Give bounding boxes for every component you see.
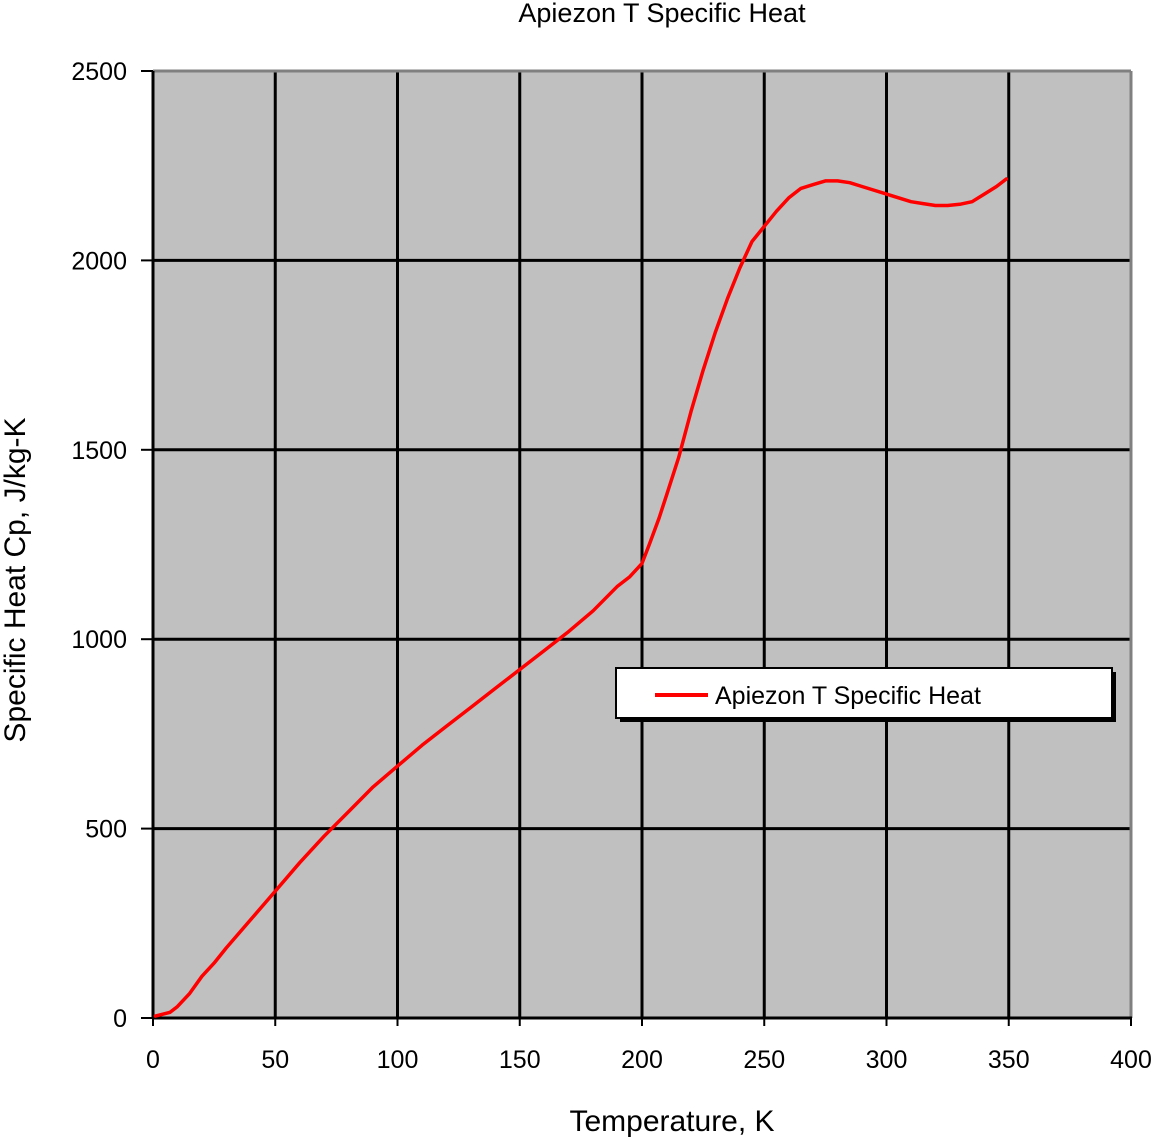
series-layer bbox=[153, 177, 1009, 1018]
y-tick-label: 2500 bbox=[71, 58, 127, 86]
x-tick-label: 300 bbox=[866, 1046, 908, 1074]
x-tick-label: 100 bbox=[377, 1046, 419, 1074]
x-tick-label: 150 bbox=[499, 1046, 541, 1074]
y-tick-label: 0 bbox=[113, 1005, 127, 1033]
legend-label: Apiezon T Specific Heat bbox=[715, 682, 981, 710]
y-tick-label: 1000 bbox=[71, 626, 127, 654]
axes bbox=[141, 69, 1133, 1026]
y-tick-label: 1500 bbox=[71, 437, 127, 465]
x-tick-label: 250 bbox=[743, 1046, 785, 1074]
series-line bbox=[153, 177, 1009, 1018]
x-tick-label: 50 bbox=[261, 1046, 289, 1074]
chart-title: Apiezon T Specific Heat bbox=[518, 0, 806, 28]
plot-area bbox=[141, 69, 1133, 1026]
x-tick-label: 350 bbox=[988, 1046, 1030, 1074]
x-axis-label: Temperature, K bbox=[569, 1105, 774, 1138]
y-tick-labels: 0 500 1000 1500 2000 2500 bbox=[71, 58, 127, 1033]
x-tick-label: 400 bbox=[1110, 1046, 1152, 1074]
y-tick-label: 500 bbox=[85, 816, 127, 844]
x-tick-label: 0 bbox=[146, 1046, 160, 1074]
y-axis-label: Specific Heat Cp, J/kg-K bbox=[0, 417, 32, 742]
x-tick-labels: 0 50 100 150 200 250 300 350 400 bbox=[146, 1046, 1152, 1074]
y-tick-label: 2000 bbox=[71, 247, 127, 275]
legend: Apiezon T Specific Heat bbox=[615, 667, 1116, 722]
x-tick-label: 200 bbox=[621, 1046, 663, 1074]
